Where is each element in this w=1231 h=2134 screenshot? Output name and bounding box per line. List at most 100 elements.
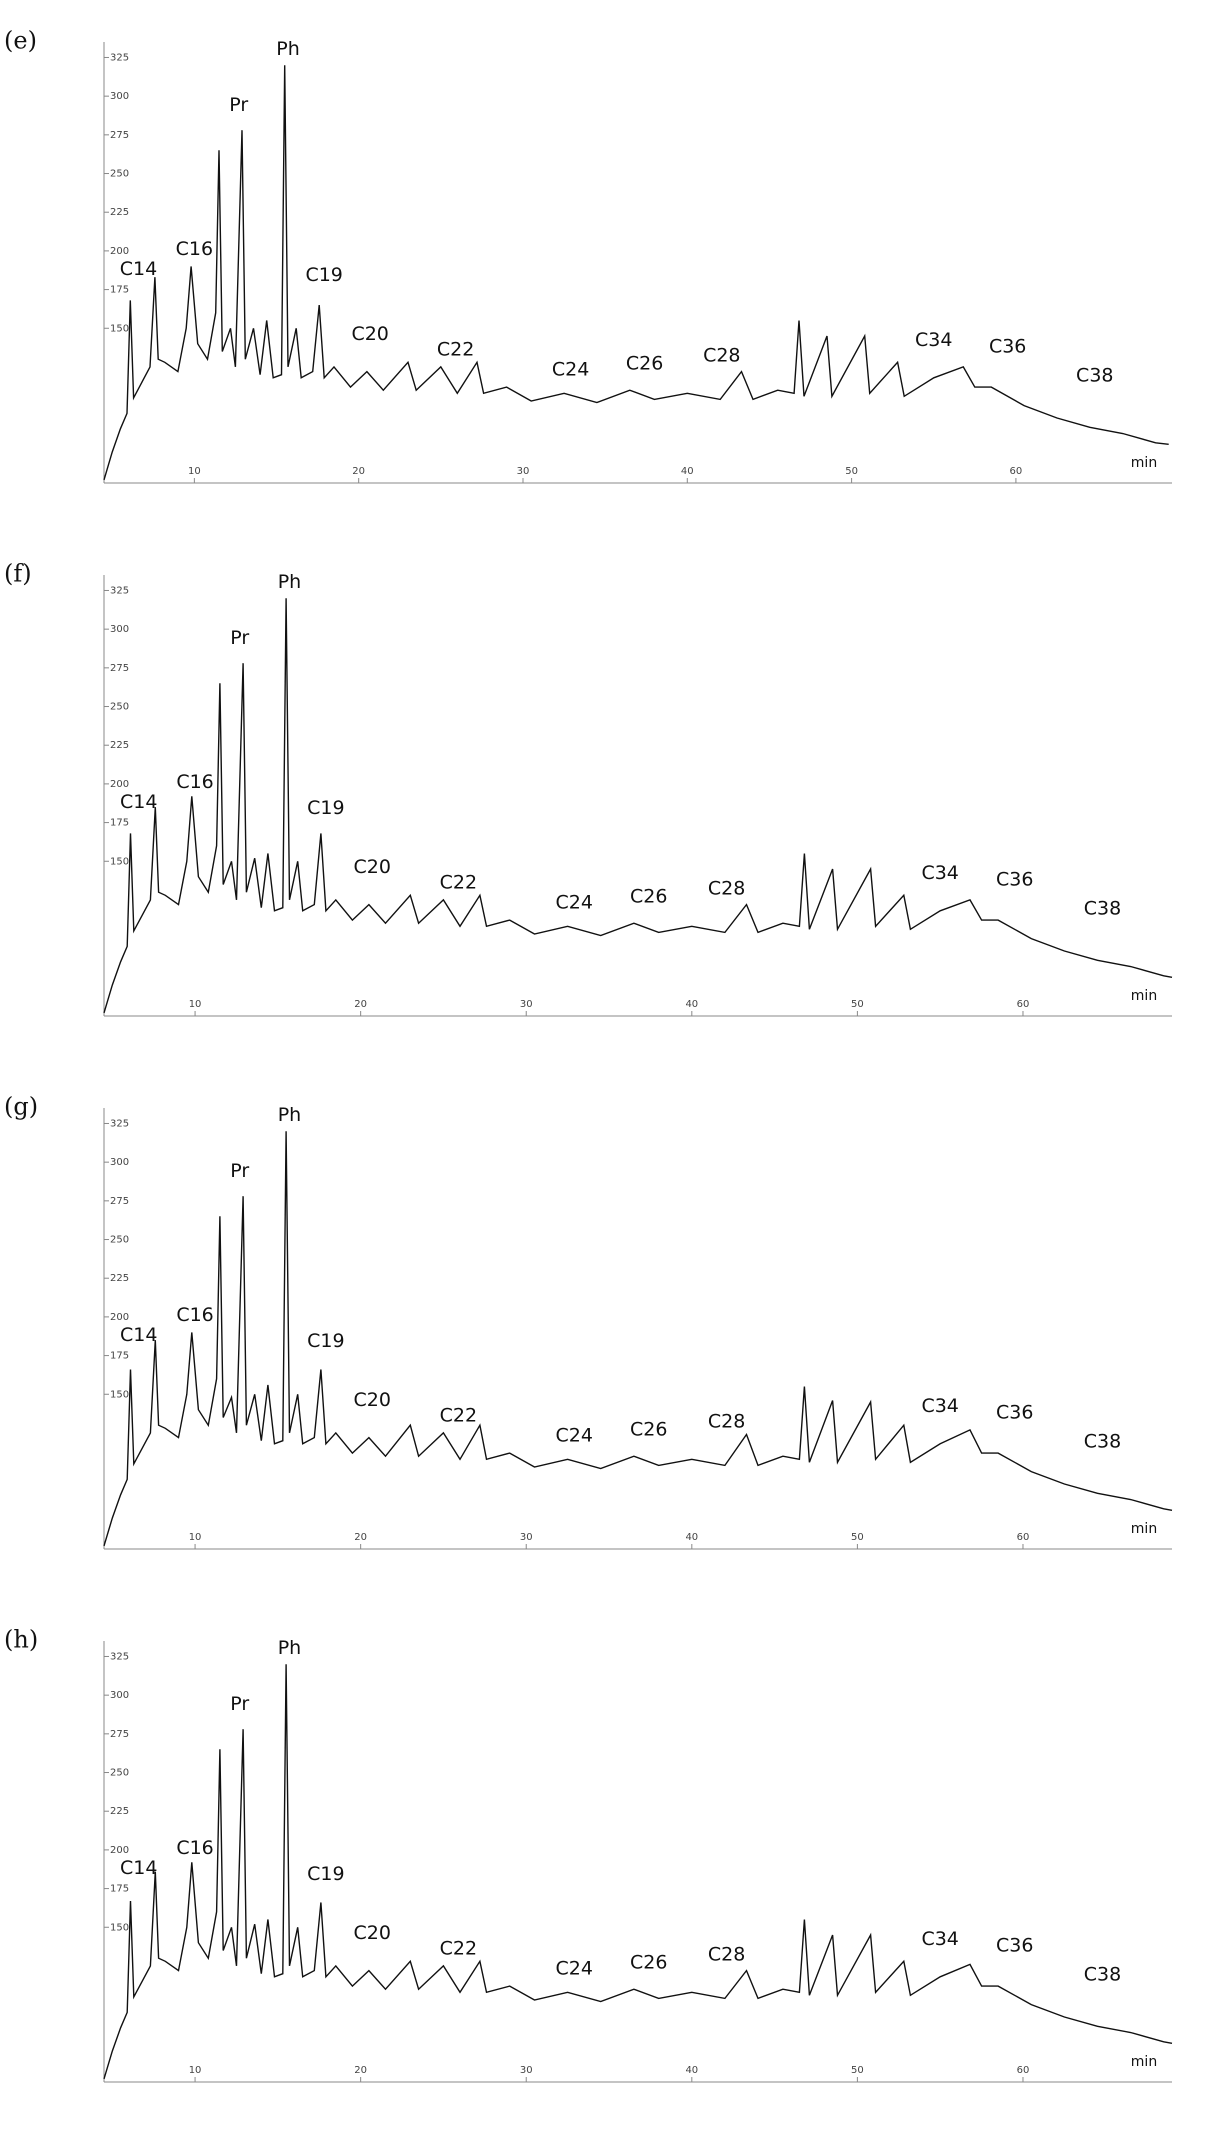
y-tick-label: 175 (110, 1884, 129, 1895)
chromatogram-panel: (g) 150 175 200 225 250 275 300 325 10 20 30 40 50 60 m… (4, 1093, 1173, 1550)
y-tick-label: 275 (110, 1729, 129, 1740)
y-tick-label: 275 (110, 130, 129, 141)
x-axis-label: min (1131, 455, 1157, 471)
y-tick-label: 250 (110, 169, 129, 180)
peak-label: C26 (630, 1418, 667, 1440)
x-tick-label: 60 (1017, 1532, 1030, 1543)
x-tick-label: 50 (851, 1532, 864, 1543)
peak-label: C36 (996, 868, 1033, 890)
y-tick-label: 250 (110, 702, 129, 713)
peak-label: C22 (437, 338, 474, 360)
y-tick-label: 175 (110, 285, 129, 296)
peak-label: C36 (996, 1934, 1033, 1956)
x-tick-label: 30 (520, 1532, 533, 1543)
y-tick-label: 300 (110, 624, 129, 635)
peak-label: C19 (307, 797, 344, 819)
x-tick-label: 10 (189, 999, 202, 1010)
y-tick-label: 325 (110, 585, 129, 596)
y-tick-label: 325 (110, 1651, 129, 1662)
peak-label: C22 (440, 1937, 477, 1959)
y-tick-label: 225 (110, 740, 129, 751)
x-tick-label: 60 (1010, 466, 1023, 477)
peak-label: C28 (708, 1944, 745, 1966)
y-tick-label: 175 (110, 818, 129, 829)
x-tick-label: 60 (1017, 999, 1030, 1010)
peak-label: Ph (278, 1104, 302, 1126)
peak-label: C14 (120, 1857, 157, 1879)
peak-label: C38 (1076, 365, 1113, 387)
x-tick-label: 40 (685, 999, 698, 1010)
y-tick-label: 175 (110, 1351, 129, 1362)
peak-label: C28 (703, 345, 740, 367)
y-tick-label: 200 (110, 1845, 129, 1856)
peak-label: C36 (989, 335, 1026, 357)
peak-label: C16 (176, 771, 213, 793)
peak-label: C14 (120, 791, 157, 813)
peak-label: C24 (556, 1425, 593, 1447)
peak-label: C28 (708, 878, 745, 900)
peak-label: C34 (915, 329, 952, 351)
peak-label: C28 (708, 1411, 745, 1433)
peak-label: C24 (552, 359, 589, 381)
peak-label: C14 (120, 258, 157, 280)
peak-label: Pr (230, 1160, 249, 1182)
chromatogram-trace (103, 1131, 1173, 1547)
chromatogram-panel: (e) 150 175 200 225 250 275 300 325 10 20 30 40 50 60 m… (4, 27, 1172, 484)
peak-label: Pr (230, 627, 249, 649)
panel-label: (h) (4, 1626, 38, 1654)
x-tick-label: 20 (354, 1532, 367, 1543)
y-tick-label: 275 (110, 663, 129, 674)
y-tick-label: 150 (110, 323, 129, 334)
x-axis-label: min (1131, 988, 1157, 1004)
peak-label: C19 (305, 264, 342, 286)
x-tick-label: 40 (685, 2065, 698, 2076)
peak-label: C34 (921, 1395, 958, 1417)
x-tick-label: 10 (189, 1532, 202, 1543)
x-tick-label: 20 (352, 466, 365, 477)
x-tick-label: 30 (520, 2065, 533, 2076)
peak-label: C22 (440, 1404, 477, 1426)
peak-label: C16 (176, 238, 213, 260)
peak-label: C22 (440, 871, 477, 893)
y-tick-label: 300 (110, 91, 129, 102)
peak-label: C20 (354, 1922, 391, 1944)
panel-label: (e) (4, 27, 37, 55)
y-tick-label: 150 (110, 856, 129, 867)
x-tick-label: 20 (354, 2065, 367, 2076)
peak-label: C14 (120, 1324, 157, 1346)
peak-label: C38 (1084, 898, 1121, 920)
y-tick-label: 300 (110, 1157, 129, 1168)
y-tick-label: 300 (110, 1690, 129, 1701)
peak-label: C16 (176, 1837, 213, 1859)
y-tick-label: 225 (110, 207, 129, 218)
y-tick-label: 325 (110, 1118, 129, 1129)
peak-label: Ph (278, 1637, 302, 1659)
x-tick-label: 20 (354, 999, 367, 1010)
peak-label: C16 (176, 1304, 213, 1326)
y-tick-label: 200 (110, 779, 129, 790)
y-tick-label: 150 (110, 1922, 129, 1933)
y-tick-label: 325 (110, 52, 129, 63)
panel-label: (f) (4, 560, 32, 588)
x-axis-label: min (1131, 2054, 1157, 2070)
x-tick-label: 60 (1017, 2065, 1030, 2076)
peak-label: C20 (354, 856, 391, 878)
peak-label: C34 (921, 1928, 958, 1950)
chromatogram-trace (103, 65, 1169, 481)
y-tick-label: 150 (110, 1389, 129, 1400)
peak-label: C19 (307, 1863, 344, 1885)
chromatogram-trace (103, 598, 1173, 1014)
y-tick-label: 225 (110, 1273, 129, 1284)
peak-label: C24 (556, 1958, 593, 1980)
peak-label: C26 (630, 885, 667, 907)
y-tick-label: 250 (110, 1768, 129, 1779)
peak-label: C19 (307, 1330, 344, 1352)
y-tick-label: 200 (110, 246, 129, 257)
x-tick-label: 50 (851, 2065, 864, 2076)
peak-label: Pr (229, 94, 248, 116)
peak-label: C34 (921, 862, 958, 884)
peak-label: Ph (278, 571, 302, 593)
peak-label: C36 (996, 1401, 1033, 1423)
y-tick-label: 250 (110, 1235, 129, 1246)
